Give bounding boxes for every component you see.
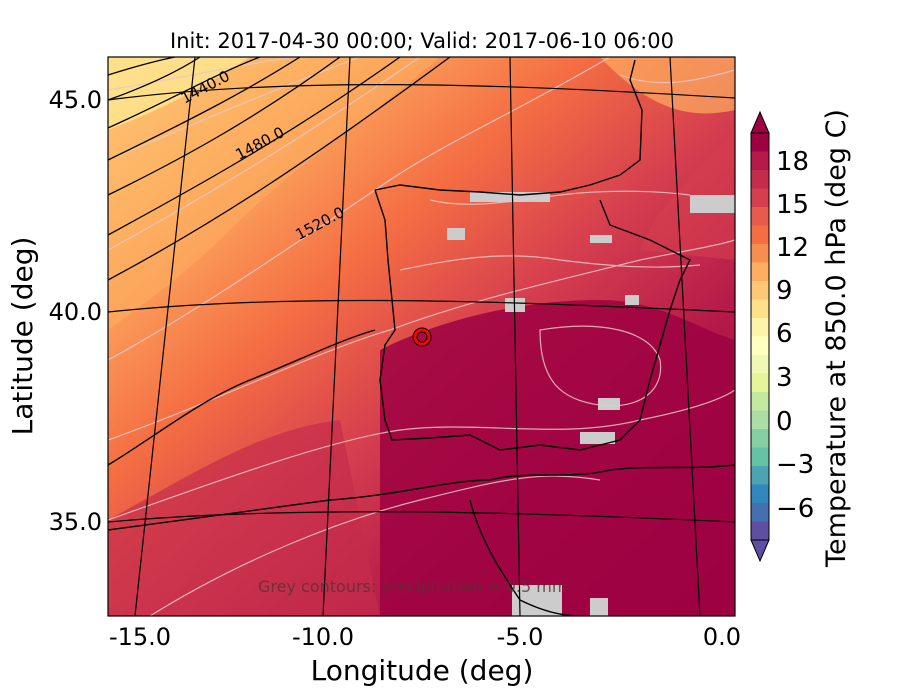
colorbar-tick-label: −3 — [776, 450, 814, 480]
colorbar-band — [751, 410, 769, 430]
colorbar-band — [751, 466, 769, 485]
colorbar-tick-label: 9 — [776, 276, 793, 306]
colorbar-tick-label: 15 — [776, 190, 809, 220]
colorbar-band — [751, 133, 769, 152]
colorbar-band — [751, 281, 769, 300]
colorbar-band — [751, 207, 769, 226]
y-tick-label: 35.0 — [49, 508, 102, 536]
colorbar-band — [751, 373, 769, 393]
location-marker — [412, 327, 432, 347]
colorbar-band — [751, 392, 769, 411]
colorbar-tick-label: 0 — [776, 407, 793, 437]
colorbar-tick-label: 6 — [776, 319, 793, 349]
colorbar-tick-label: 3 — [776, 363, 793, 393]
colorbar-label: Temperature at 850.0 hPa (deg C) — [821, 109, 852, 568]
colorbar-band — [751, 336, 769, 356]
colorbar-tick-label: −6 — [776, 494, 814, 524]
colorbar-tick-label: 12 — [776, 233, 809, 263]
y-tick-labels: 45.0 40.0 35.0 — [49, 86, 102, 536]
colorbar-band — [751, 151, 769, 171]
colorbar-min-extend — [750, 539, 770, 563]
x-tick-label: 0.0 — [703, 623, 741, 651]
colorbar: 18 15 12 9 6 3 0 −3 −6 Temperature at 85… — [750, 109, 852, 568]
graticule — [108, 57, 735, 616]
colorbar-band — [751, 299, 769, 319]
x-axis-label: Longitude (deg) — [311, 654, 534, 687]
x-tick-labels: -15.0 -10.0 -5.0 0.0 — [109, 623, 741, 651]
colorbar-band — [751, 355, 769, 374]
x-tick-label: -10.0 — [292, 623, 354, 651]
temperature-field: 1440.0 1480.0 1520.0 Grey contours: prec… — [108, 57, 735, 616]
x-tick-label: -15.0 — [109, 623, 171, 651]
colorbar-band — [751, 503, 769, 522]
precip-annotation: Grey contours: precipitation > 0.5 mm — [258, 577, 567, 596]
y-tick-label: 40.0 — [49, 298, 102, 326]
x-tick-label: -5.0 — [497, 623, 544, 651]
colorbar-band — [751, 170, 769, 189]
colorbar-band — [751, 188, 769, 208]
colorbar-band — [751, 244, 769, 263]
colorbar-band — [751, 225, 769, 245]
colorbar-band — [751, 318, 769, 337]
colorbar-band — [751, 262, 769, 282]
y-axis-label: Latitude (deg) — [6, 237, 39, 436]
coastlines — [108, 59, 735, 616]
plot-frame — [107, 56, 736, 617]
colorbar-band — [751, 521, 769, 541]
y-tick-label: 45.0 — [49, 86, 102, 114]
colorbar-band — [751, 484, 769, 504]
colorbar-max-extend — [750, 110, 770, 134]
grey-contours — [108, 57, 735, 616]
map-title: Init: 2017-04-30 00:00; Valid: 2017-06-1… — [170, 29, 674, 53]
colorbar-tick-label: 18 — [776, 147, 809, 177]
colorbar-band — [751, 447, 769, 467]
colorbar-band — [751, 429, 769, 448]
